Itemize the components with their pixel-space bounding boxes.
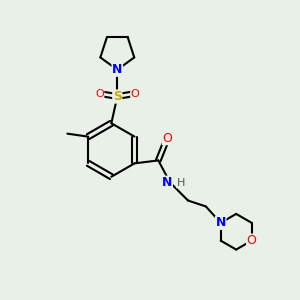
Text: N: N <box>112 63 122 76</box>
Text: S: S <box>113 90 122 103</box>
Text: H: H <box>176 178 185 188</box>
Text: O: O <box>131 88 140 98</box>
Text: O: O <box>95 88 104 98</box>
Text: N: N <box>215 216 226 229</box>
Text: N: N <box>162 176 172 189</box>
Text: O: O <box>162 132 172 145</box>
Text: O: O <box>247 234 256 247</box>
